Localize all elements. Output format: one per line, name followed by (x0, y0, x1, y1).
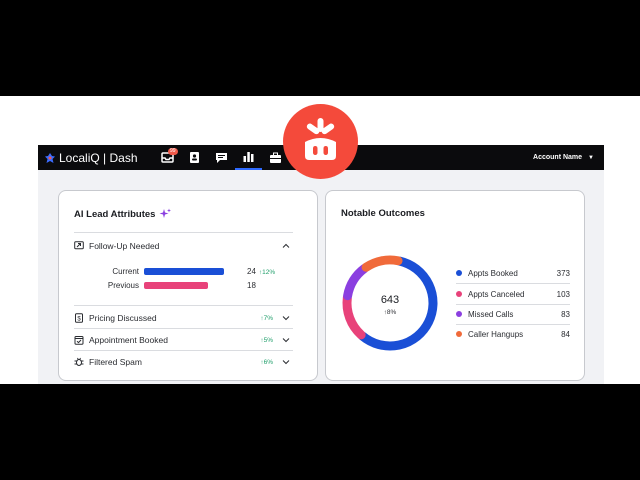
appointment-booked-label: Appointment Booked (89, 335, 168, 345)
nav-messages[interactable] (208, 145, 235, 170)
pricing-discussed-change: ↑7% (260, 314, 273, 322)
missed-calls-value: 83 (561, 309, 570, 319)
chevron-down-icon[interactable] (282, 314, 290, 322)
follow-up-needed-row[interactable]: Follow-Up Needed (74, 235, 293, 257)
filtered-spam-change: ↑6% (260, 358, 273, 366)
legend-item-appts-booked[interactable]: Appts Booked 373 (456, 263, 570, 283)
bar-chart-icon (243, 152, 254, 162)
legend-item-caller-hangups[interactable]: Caller Hangups 84 (456, 324, 570, 344)
appts-booked-label: Appts Booked (468, 268, 518, 278)
brand-name: LocaliQ | Dash (59, 150, 138, 165)
appointment-booked-change: ↑5% (260, 336, 273, 344)
divider (456, 324, 570, 325)
calendar-check-icon (74, 336, 84, 345)
chevron-down-icon[interactable] (282, 358, 290, 366)
appts-canceled-dot (456, 291, 462, 297)
inbox-icon (161, 152, 174, 163)
appts-booked-value: 373 (556, 268, 570, 278)
current-change: ↑12% (258, 269, 276, 276)
nav-contacts[interactable] (181, 145, 208, 170)
caret-down-icon: ▼ (588, 154, 594, 161)
logo-glyph-icon (305, 118, 336, 160)
briefcase-icon (270, 152, 281, 163)
divider (456, 283, 570, 284)
caller-hangups-label: Caller Hangups (468, 329, 524, 339)
filtered-spam-row[interactable]: Filtered Spam ↑6% (74, 351, 293, 373)
divider (456, 304, 570, 305)
account-name: Account Name (533, 154, 583, 161)
previous-label: Previous (107, 281, 139, 290)
current-label: Current (112, 267, 139, 276)
dashboard-window: LocaliQ | Dash 99 (38, 145, 604, 384)
legend-item-appts-canceled[interactable]: Appts Canceled 103 (456, 284, 570, 304)
divider (74, 305, 293, 306)
ai-lead-attributes-title: AI Lead Attributes (74, 208, 172, 220)
donut-segment-appts-canceled (342, 293, 366, 340)
caller-hangups-value: 84 (561, 329, 570, 339)
bug-icon (74, 357, 84, 366)
previous-bar (144, 282, 208, 289)
inbox-badge: 99 (168, 148, 178, 155)
current-value-group: 24 ↑12% (247, 267, 275, 276)
contact-card-icon (190, 152, 199, 163)
app-logo-badge (283, 104, 358, 179)
legend-item-missed-calls[interactable]: Missed Calls 83 (456, 304, 570, 324)
brand[interactable]: LocaliQ | Dash (45, 145, 138, 170)
appts-canceled-label: Appts Canceled (468, 289, 525, 299)
price-tag-icon: $ (75, 313, 83, 323)
pricing-discussed-row[interactable]: $ Pricing Discussed ↑7% (74, 307, 293, 329)
divider (74, 350, 293, 351)
filtered-spam-label: Filtered Spam (89, 357, 142, 367)
nav-briefcase[interactable] (262, 145, 289, 170)
appts-booked-dot (456, 270, 462, 276)
chat-icon (216, 153, 227, 163)
follow-up-label: Follow-Up Needed (89, 241, 160, 251)
pricing-discussed-label: Pricing Discussed (89, 313, 157, 323)
donut-segment-appts-booked (358, 256, 438, 351)
donut-total: 643 (381, 294, 399, 306)
notable-outcomes-card: Notable Outcomes 643 ↑8% Appts Booked 37… (325, 190, 585, 381)
ai-lead-attributes-card: AI Lead Attributes Follow-Up Needed Curr… (58, 190, 318, 381)
appts-canceled-value: 103 (556, 289, 570, 299)
card-title-text: AI Lead Attributes (74, 208, 156, 220)
follow-up-icon (74, 241, 84, 250)
missed-calls-label: Missed Calls (468, 309, 514, 319)
chevron-down-icon[interactable] (282, 336, 290, 344)
nav-inbox[interactable]: 99 (154, 145, 181, 170)
missed-calls-dot (456, 311, 462, 317)
caller-hangups-dot (456, 331, 462, 337)
previous-value: 18 (247, 281, 256, 290)
svg-text:$: $ (77, 316, 81, 322)
localiq-logo-icon (45, 152, 55, 163)
donut-segment-caller-hangups (361, 255, 403, 272)
divider (74, 232, 293, 233)
donut-segment-missed-calls (343, 263, 370, 301)
outcomes-donut-chart: 643 ↑8% (342, 255, 438, 351)
notable-outcomes-title: Notable Outcomes (341, 208, 425, 219)
account-menu[interactable]: Account Name ▼ (533, 145, 594, 170)
nav-reports[interactable] (235, 145, 262, 170)
sparkle-icon (159, 208, 172, 218)
donut-total-change: ↑8% (384, 309, 397, 316)
current-value: 24 (247, 267, 256, 276)
appointment-booked-row[interactable]: Appointment Booked ↑5% (74, 329, 293, 351)
chevron-up-icon[interactable] (282, 242, 290, 250)
divider (74, 328, 293, 329)
nav-icons: 99 (154, 145, 289, 170)
current-bar (144, 268, 224, 275)
